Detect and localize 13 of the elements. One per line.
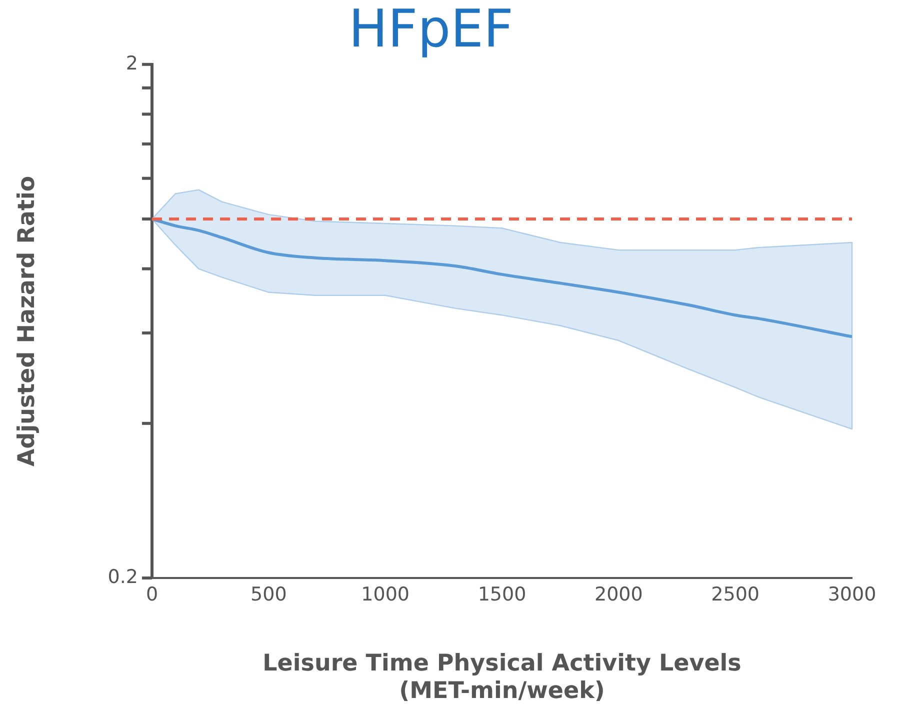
x-tick-label: 0 <box>146 583 158 606</box>
x-tick-label: 500 <box>250 583 287 606</box>
y-tick-label: 2 <box>126 52 138 74</box>
x-tick-label: 2500 <box>711 583 760 606</box>
y-axis-title: Adjusted Hazard Ratio <box>14 176 40 467</box>
y-tick-label: 0.2 <box>108 566 138 588</box>
line-series <box>152 218 852 338</box>
x-axis-title: Leisure Time Physical Activity Levels (MET-min/week) <box>262 650 742 704</box>
chart-title: HFpEF <box>348 0 514 60</box>
x-tick-label: 2000 <box>594 583 643 606</box>
x-tick-label: 1500 <box>478 583 526 606</box>
x-tick-label: 3000 <box>828 583 876 606</box>
x-tick-label: 1000 <box>361 583 410 606</box>
